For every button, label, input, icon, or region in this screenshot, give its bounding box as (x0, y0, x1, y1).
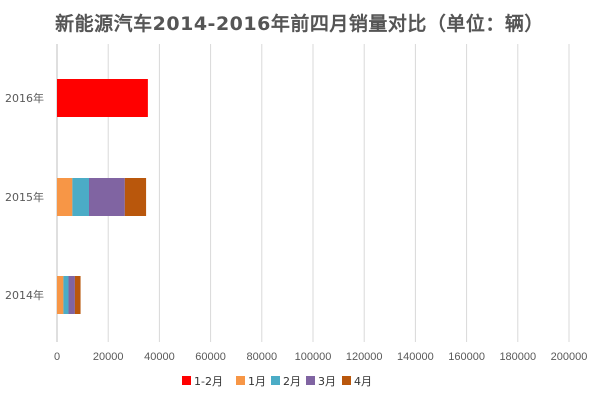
x-tick-label: 120000 (346, 351, 383, 363)
bar-segment (57, 79, 148, 117)
category-label: 2016年 (5, 91, 44, 105)
chart-title: 新能源汽车2014-2016年前四月销量对比（单位：辆） (55, 13, 544, 35)
legend-label: 1-2月 (194, 375, 223, 388)
category-label: 2015年 (5, 190, 44, 204)
bar-segment (57, 276, 64, 314)
x-tick-label: 180000 (499, 351, 536, 363)
x-tick-label: 80000 (247, 351, 278, 363)
x-tick-label: 100000 (295, 351, 332, 363)
legend-swatch (342, 376, 351, 385)
bar-segment (89, 178, 125, 216)
bar-segment (68, 276, 75, 314)
x-tick-label: 0 (54, 351, 60, 363)
x-tick-label: 200000 (551, 351, 588, 363)
legend-label: 2月 (283, 375, 301, 388)
bar-segment (74, 276, 81, 314)
category-label: 2014年 (5, 288, 44, 302)
legend-swatch (236, 376, 245, 385)
bar-segment (57, 178, 73, 216)
bar-segment (63, 276, 69, 314)
bar-segment (72, 178, 89, 216)
x-tick-label: 60000 (195, 351, 226, 363)
legend-swatch (271, 376, 280, 385)
legend-label: 3月 (318, 375, 336, 388)
legend-swatch (306, 376, 315, 385)
legend-swatch (182, 376, 191, 385)
x-tick-label: 40000 (144, 351, 175, 363)
legend-label: 1月 (248, 375, 266, 388)
legend-label: 4月 (354, 375, 372, 388)
x-tick-label: 20000 (93, 351, 124, 363)
x-tick-label: 160000 (448, 351, 485, 363)
x-tick-label: 140000 (397, 351, 434, 363)
bar-segment (124, 178, 147, 216)
